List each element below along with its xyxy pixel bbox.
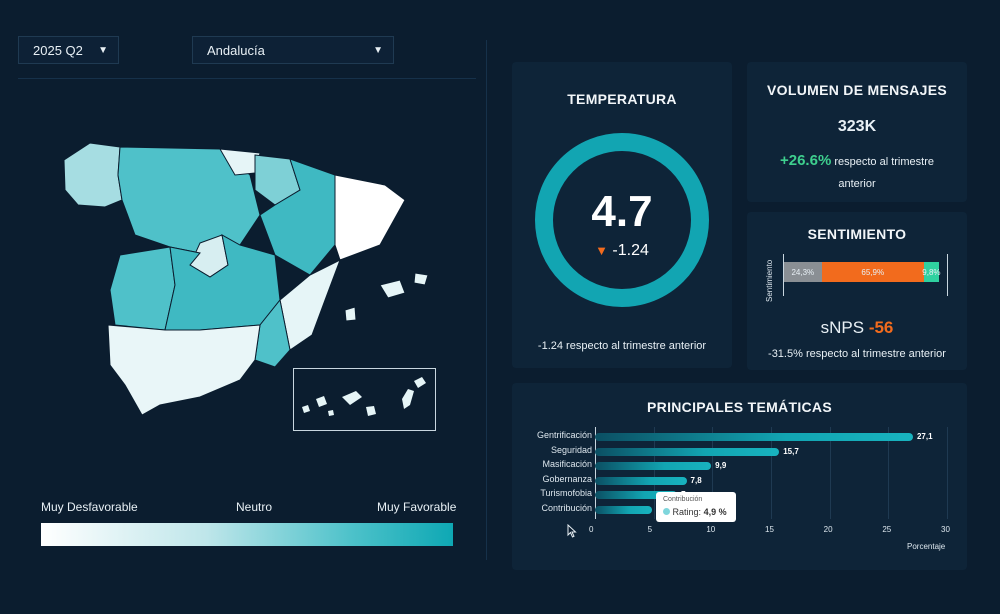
tooltip-header: Contribución <box>663 496 703 503</box>
sentiment-stacked-bar: 24,3% 65,9% 9,8% <box>784 262 941 282</box>
chevron-down-icon: ▼ <box>98 44 108 56</box>
sentiment-segment-neutral: 24,3% <box>784 262 822 282</box>
snps-row: sNPS -56 <box>747 318 967 338</box>
topics-xlabel: Porcentaje <box>907 542 946 551</box>
volume-change-text2: anterior <box>838 178 876 190</box>
topics-chart: 0 5 10 15 20 25 30 Gentrificación 27,1 Seguridad 1… <box>512 383 967 570</box>
x-tick-label: 20 <box>823 525 833 534</box>
sentiment-title: SENTIMIENTO <box>807 226 907 242</box>
period-select-value: 2025 Q2 <box>33 42 83 58</box>
divider <box>18 78 476 79</box>
map-region-baleares[interactable] <box>344 272 429 322</box>
sentiment-positive-label: 9,8% <box>922 267 941 277</box>
legend-gradient-bar <box>41 523 453 546</box>
chart-gridline <box>595 427 596 519</box>
sentiment-neutral-label: 24,3% <box>791 267 815 277</box>
topics-title: PRINCIPALES TEMÁTICAS <box>647 399 832 415</box>
bar-value-label: 27,1 <box>916 432 933 441</box>
chart-bar[interactable] <box>595 433 913 441</box>
chart-gridline <box>947 427 948 519</box>
category-label: Gobernanza <box>542 473 592 484</box>
chart-bar[interactable] <box>595 491 678 500</box>
map-region-extremadura[interactable] <box>109 246 176 331</box>
sentiment-segment-negative: 65,9% <box>821 262 924 282</box>
map-region-cataluna[interactable] <box>334 174 406 261</box>
temperature-caption: -1.24 respecto al trimestre anterior <box>537 340 707 352</box>
chart-bar[interactable] <box>595 506 653 514</box>
temperature-ring <box>535 133 709 307</box>
arrow-down-icon: ▼ <box>595 243 608 258</box>
sentiment-axis-line <box>783 254 784 296</box>
volume-change-row: +26.6% respecto al trimestre anterior <box>767 150 947 195</box>
x-tick-label: 5 <box>647 525 653 534</box>
tooltip-dot-icon <box>663 508 670 515</box>
period-select[interactable]: 2025 Q2 ▼ <box>18 36 119 64</box>
chart-gridline <box>712 427 714 519</box>
chart-gridline <box>829 427 831 519</box>
sentiment-negative-label: 65,9% <box>861 267 885 277</box>
canary-islands-inset <box>293 368 436 431</box>
temperature-title: TEMPERATURA <box>567 91 677 107</box>
tooltip-body: Rating: 4,9 % <box>663 507 727 517</box>
x-tick-label: 10 <box>706 525 716 534</box>
volume-value: 323K <box>837 118 877 135</box>
x-tick-label: 0 <box>589 525 594 534</box>
temperature-delta-row: ▼ -1.24 <box>512 242 732 260</box>
topics-card: PRINCIPALES TEMÁTICAS 0 5 10 15 20 25 30 Gentri… <box>512 383 967 570</box>
tooltip-text: Rating: <box>672 507 702 517</box>
category-label: Masificación <box>542 459 592 470</box>
category-label: Contribución <box>541 503 592 513</box>
chevron-down-icon: ▼ <box>373 44 383 56</box>
temperature-card: TEMPERATURA 4.7 ▼ -1.24 -1.24 respecto a… <box>512 62 732 368</box>
sentiment-card: SENTIMIENTO Sentimiento 24,3% 65,9% 9,8%… <box>747 212 967 370</box>
map-region-canarias[interactable] <box>302 377 426 416</box>
temperature-value: 4.7 <box>591 187 653 236</box>
chart-gridline <box>771 427 772 519</box>
bar-value-label: 7,8 <box>690 475 702 485</box>
sentiment-axis-line <box>947 254 948 296</box>
tooltip-value: 4,9 % <box>703 507 727 517</box>
divider <box>486 40 487 560</box>
legend-right-label: Muy Favorable <box>377 500 457 514</box>
temperature-delta: -1.24 <box>612 242 649 259</box>
bar-value-label: 9,9 <box>715 461 727 471</box>
chart-bar[interactable] <box>595 462 712 471</box>
region-select[interactable]: Andalucía ▼ <box>192 36 394 64</box>
snps-value: -56 <box>868 318 894 337</box>
category-label: Gentrificación <box>536 430 592 440</box>
spain-map <box>63 142 429 416</box>
x-tick-label: 25 <box>882 525 892 534</box>
map-region-galicia[interactable] <box>63 142 123 208</box>
mouse-cursor-icon <box>567 524 577 538</box>
chart-gridline <box>888 427 890 519</box>
bar-value-label: 15,7 <box>783 446 799 456</box>
volume-title: VOLUMEN DE MENSAJES <box>767 82 947 98</box>
volume-change-text: respecto al trimestre <box>834 156 934 168</box>
category-label: Turismofobia <box>540 488 592 499</box>
chart-bar[interactable] <box>595 476 687 485</box>
region-select-value: Andalucía <box>207 42 265 58</box>
sentiment-axis-label: Sentimiento <box>765 259 774 302</box>
x-tick-label: 30 <box>941 525 950 534</box>
chart-bar[interactable] <box>595 447 780 456</box>
snps-label: sNPS <box>820 318 865 337</box>
chart-tooltip: Contribución Rating: 4,9 % <box>656 492 736 522</box>
legend-mid-label: Neutro <box>236 500 273 514</box>
chart-gridline <box>653 427 655 519</box>
map-region-andalucia[interactable] <box>107 324 261 416</box>
x-tick-label: 15 <box>765 525 774 534</box>
sentiment-segment-positive: 9,8% <box>922 262 941 282</box>
legend-left-label: Muy Desfavorable <box>41 500 138 514</box>
sentiment-caption: -31.5% respecto al trimestre anterior <box>768 348 946 360</box>
canary-islands-map <box>302 377 426 416</box>
volume-change: +26.6% <box>779 152 832 169</box>
volume-card: VOLUMEN DE MENSAJES 323K +26.6% respecto… <box>747 62 967 202</box>
category-label: Seguridad <box>550 444 592 455</box>
